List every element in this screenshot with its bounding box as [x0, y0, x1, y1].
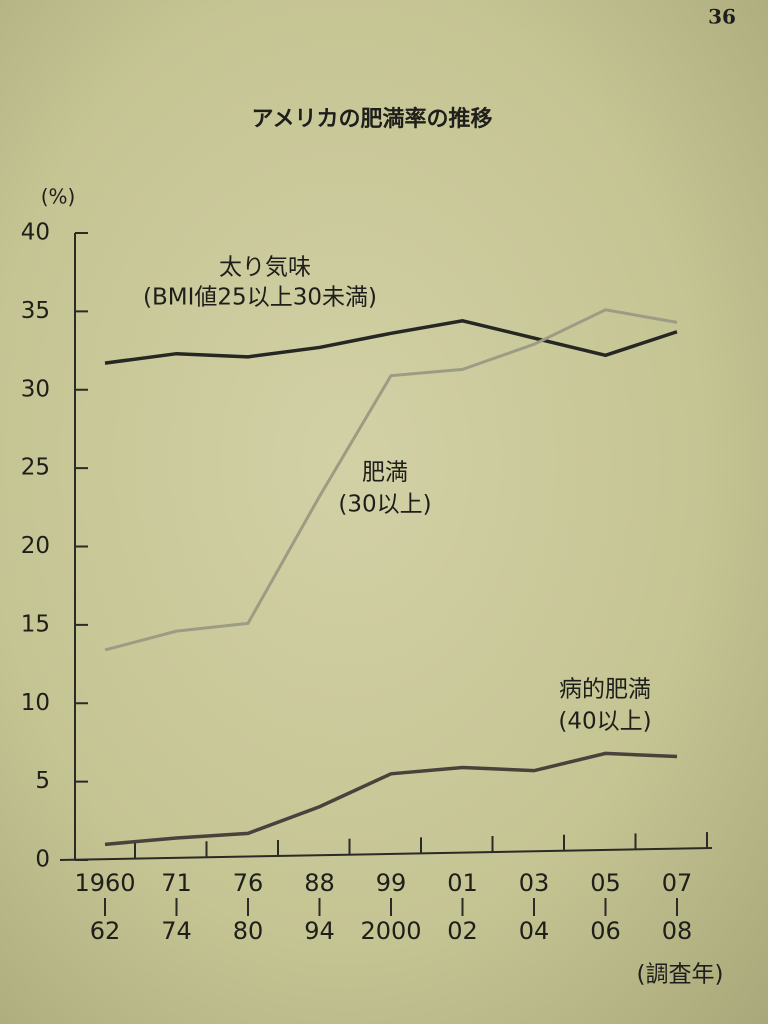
- series-note: (BMI値25以上30未満): [143, 285, 377, 311]
- x-tick-label: 94: [304, 917, 335, 945]
- x-tick-label: 02: [447, 917, 478, 945]
- x-tick-label: 04: [519, 917, 550, 945]
- y-tick-label: 20: [21, 533, 50, 559]
- x-tick-label: 71: [161, 869, 192, 897]
- y-tick-label: 0: [35, 847, 50, 873]
- y-tick-label: 25: [21, 455, 50, 481]
- x-tick-label: 99: [376, 869, 407, 897]
- series-label: 太り気味: [219, 255, 311, 281]
- x-tick-label: 07: [662, 869, 693, 897]
- x-tick-label: 80: [233, 917, 264, 945]
- y-tick-label: 30: [21, 376, 50, 402]
- series-label: 肥満: [362, 460, 408, 486]
- x-tick-label: 1960: [74, 869, 135, 897]
- x-tick-label: 74: [161, 917, 192, 945]
- x-tick-label: 62: [90, 917, 121, 945]
- x-tick-label: 76: [233, 869, 264, 897]
- y-tick-label: 40: [21, 220, 50, 246]
- x-tick-label: 88: [304, 869, 335, 897]
- chart-title: アメリカの肥満率の推移: [252, 106, 493, 132]
- y-unit: (%): [41, 185, 76, 209]
- page-number: 36: [708, 5, 736, 29]
- x-tick-label: 05: [590, 869, 621, 897]
- series-note: (40以上): [558, 709, 651, 735]
- series-note: (30以上): [338, 492, 431, 518]
- y-tick-label: 5: [35, 768, 50, 794]
- x-tick-label: 03: [519, 869, 550, 897]
- x-tick-label: 01: [447, 869, 478, 897]
- x-tick-label: 08: [662, 917, 693, 945]
- x-tick-label: 2000: [360, 917, 421, 945]
- x-tick-label: 06: [590, 917, 621, 945]
- series-line: [104, 318, 678, 365]
- series-line: [104, 308, 678, 652]
- x-axis: [59, 847, 713, 861]
- y-tick-label: 10: [21, 690, 50, 716]
- series-line: [104, 751, 678, 847]
- series-label: 病的肥満: [559, 677, 651, 703]
- x-unit: (調査年): [637, 962, 724, 988]
- y-tick-label: 15: [21, 611, 50, 637]
- y-tick-label: 35: [21, 298, 50, 324]
